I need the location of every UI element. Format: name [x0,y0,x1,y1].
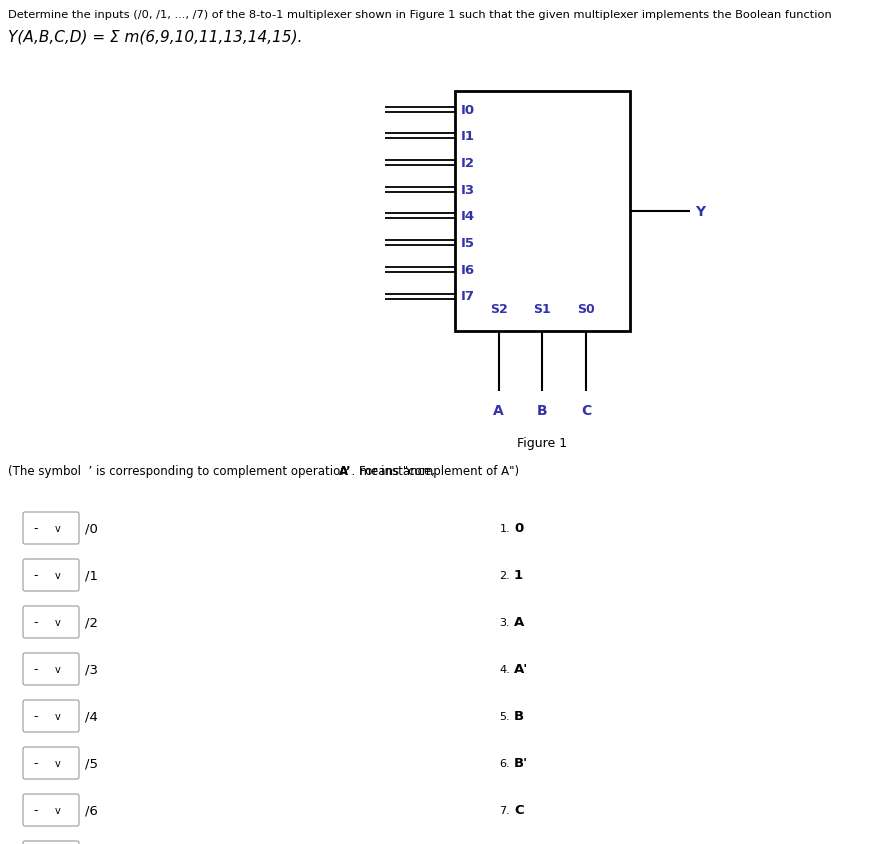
Text: C: C [581,403,591,418]
Text: 2.: 2. [499,571,510,581]
Bar [454,92,630,332]
Text: I6: I6 [460,263,474,277]
Text: S1: S1 [533,303,551,316]
Text: Y(A,B,C,D) = Σ m(6,9,10,11,13,14,15).: Y(A,B,C,D) = Σ m(6,9,10,11,13,14,15). [8,30,303,45]
Text: S0: S0 [577,303,595,316]
Text: A’: A’ [339,464,352,478]
Text: /6: /6 [85,803,97,816]
Text: Figure 1: Figure 1 [517,436,567,450]
Text: I2: I2 [460,157,474,170]
Text: -: - [33,522,38,535]
Text: A: A [513,616,524,629]
Text: v: v [55,523,61,533]
Text: 7.: 7. [499,805,510,815]
Text: I5: I5 [460,237,474,250]
Text: S2: S2 [489,303,507,316]
Text: means "complement of A"): means "complement of A") [352,464,518,478]
Text: B': B' [513,756,528,770]
Text: /0: /0 [85,522,97,535]
Text: v: v [55,711,61,721]
Text: /4: /4 [85,710,97,722]
Text: v: v [55,805,61,815]
Text: /2: /2 [85,616,98,629]
Text: I4: I4 [460,210,474,223]
Text: v: v [55,664,61,674]
Text: C: C [513,803,523,816]
Text: -: - [33,663,38,676]
FancyBboxPatch shape [23,747,79,779]
Text: 1: 1 [513,569,523,582]
Text: 0: 0 [513,522,523,535]
Text: I7: I7 [460,290,474,303]
Text: -: - [33,616,38,629]
Text: -: - [33,803,38,816]
Text: 3.: 3. [499,617,510,627]
Text: v: v [55,617,61,627]
Text: 1.: 1. [499,523,510,533]
Text: I0: I0 [460,103,474,116]
Text: -: - [33,710,38,722]
Text: -: - [33,569,38,582]
Text: v: v [55,758,61,768]
Text: /1: /1 [85,569,98,582]
Text: I3: I3 [460,183,474,197]
FancyBboxPatch shape [23,701,79,732]
Text: B: B [537,403,547,418]
FancyBboxPatch shape [23,512,79,544]
Text: Y: Y [695,205,704,219]
FancyBboxPatch shape [23,606,79,638]
Text: v: v [55,571,61,581]
Text: -: - [33,756,38,770]
Text: 4.: 4. [499,664,510,674]
Text: /5: /5 [85,756,98,770]
Text: (The symbol  ’ is corresponding to complement operation . For instance,: (The symbol ’ is corresponding to comple… [8,464,438,478]
Text: /3: /3 [85,663,98,676]
Text: B: B [513,710,524,722]
Text: 6.: 6. [499,758,510,768]
Text: 5.: 5. [499,711,510,721]
Text: A': A' [513,663,528,676]
FancyBboxPatch shape [23,794,79,826]
FancyBboxPatch shape [23,841,79,844]
FancyBboxPatch shape [23,560,79,592]
Text: Determine the inputs (/0, /1, ..., /7) of the 8-to-1 multiplexer shown in Figure: Determine the inputs (/0, /1, ..., /7) o… [8,10,831,20]
FancyBboxPatch shape [23,653,79,685]
Text: I1: I1 [460,130,474,143]
Text: A: A [493,403,503,418]
